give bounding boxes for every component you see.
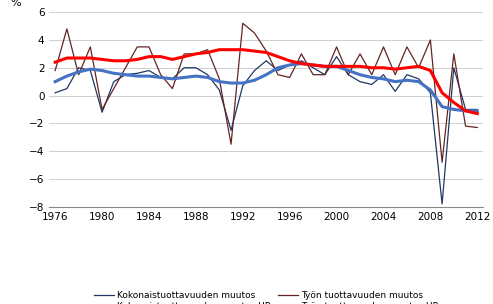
Legend: Kokonaistuottavuuden muutos, Kokonaistuottavuuden muutos HP, Työn tuottavuuden m: Kokonaistuottavuuden muutos, Kokonaistuo… <box>90 287 442 304</box>
Text: %: % <box>10 0 21 8</box>
